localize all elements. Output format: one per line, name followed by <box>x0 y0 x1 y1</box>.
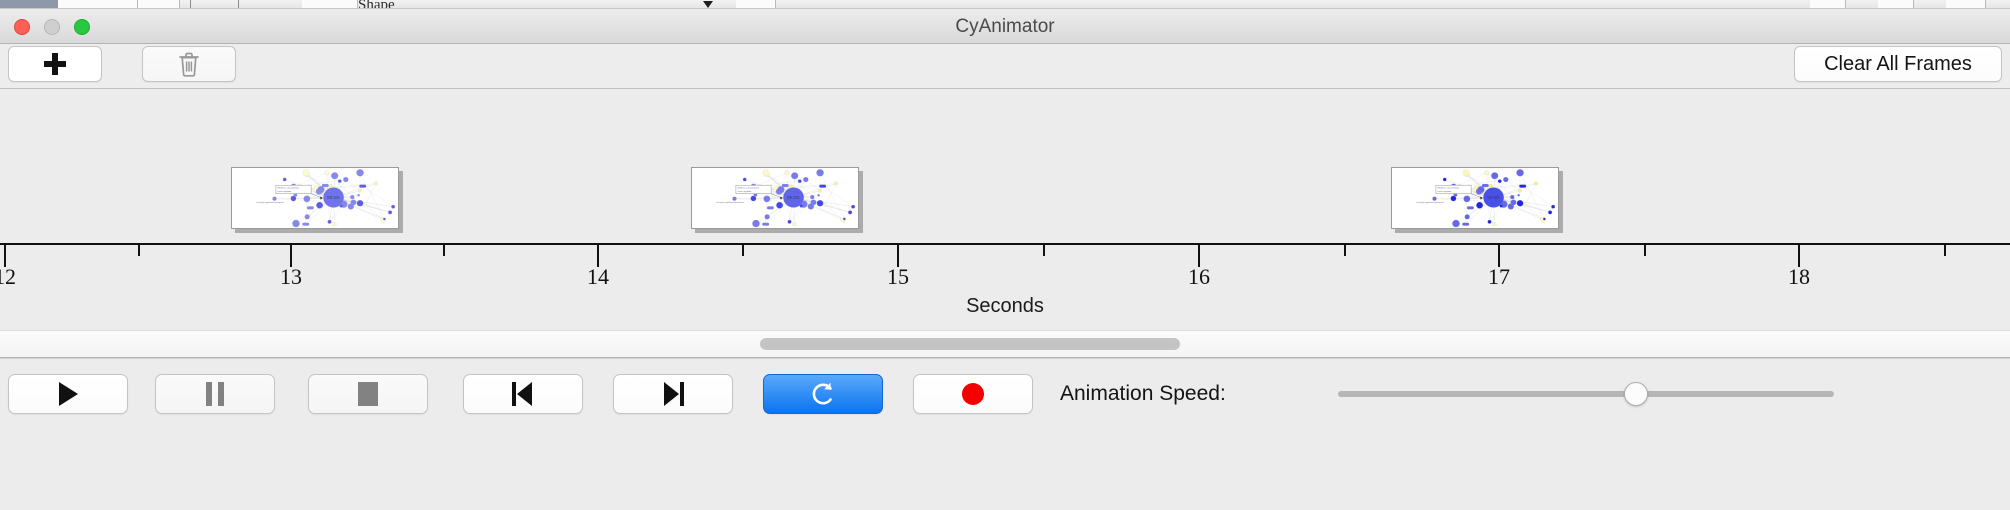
maximize-button[interactable] <box>74 19 90 35</box>
ruler-tick-major <box>597 245 599 267</box>
record-icon <box>962 383 984 405</box>
pause-button[interactable] <box>155 374 275 414</box>
ruler-tick-major <box>1798 245 1800 267</box>
svg-text:MCM1 is a transcription: MCM1 is a transcription <box>278 187 299 190</box>
ruler-tick-label: 17 <box>1488 264 1510 289</box>
svg-text:cell cycle regulated transcrip: cell cycle regulated transcription <box>256 201 283 204</box>
loop-button[interactable] <box>763 374 883 414</box>
stop-button[interactable] <box>308 374 428 414</box>
background-window-segment <box>1810 0 1846 8</box>
slider-track[interactable] <box>1338 391 1834 397</box>
background-window-caret-icon <box>703 1 713 8</box>
stop-icon <box>358 382 378 406</box>
background-window-segment <box>138 0 180 8</box>
background-window-segment <box>58 0 138 8</box>
animation-speed-slider[interactable] <box>1338 374 1834 414</box>
svg-text:MCM1: MCM1 <box>327 195 340 200</box>
record-button[interactable] <box>913 374 1033 414</box>
background-window-segment <box>1878 0 1914 8</box>
close-button[interactable] <box>14 19 30 35</box>
keyframe-thumbnail-3[interactable]: MCM1 MCM1 is a transcription factor regula… <box>1391 167 1559 229</box>
delete-frame-button[interactable] <box>142 46 236 82</box>
svg-text:MCM1 is a transcription: MCM1 is a transcription <box>738 187 759 190</box>
ruler-tick-major <box>1498 245 1500 267</box>
skip-to-start-button[interactable] <box>463 374 583 414</box>
background-window-label: Shape <box>358 0 395 9</box>
horizontal-scrollbar[interactable] <box>760 338 1180 350</box>
timeline-axis-label: Seconds <box>966 295 1044 317</box>
svg-text:cell cycle regulated transcrip: cell cycle regulated transcription <box>1416 201 1443 204</box>
background-window-dark-segment <box>0 0 58 8</box>
title-bar: CyAnimator <box>0 9 2010 44</box>
background-window-notch <box>238 0 239 8</box>
ruler-tick-label: 16 <box>1188 264 1210 289</box>
svg-text:factor regulator: factor regulator <box>1438 190 1452 193</box>
trash-icon <box>179 52 199 77</box>
timeline-ruler-line <box>0 243 2010 245</box>
ruler-tick-minor <box>742 245 744 256</box>
play-button[interactable] <box>8 374 128 414</box>
ruler-tick-major <box>4 245 6 267</box>
ruler-tick-label: 12 <box>0 264 16 289</box>
ruler-tick-major <box>290 245 292 267</box>
svg-text:MCM1: MCM1 <box>787 195 800 200</box>
animation-speed-label: Animation Speed: <box>1060 382 1226 405</box>
svg-text:factor regulator: factor regulator <box>738 190 752 193</box>
background-window-segment <box>302 0 358 8</box>
background-window-segment <box>736 0 776 8</box>
minimize-button[interactable] <box>44 19 60 35</box>
background-window-notch <box>190 0 191 8</box>
ruler-tick-minor <box>443 245 445 256</box>
skip-forward-icon <box>660 382 686 406</box>
page-title: CyAnimator <box>955 16 1055 37</box>
ruler-tick-minor <box>1944 245 1946 256</box>
pause-icon <box>206 382 224 406</box>
background-window-strip: Shape <box>0 0 2010 9</box>
svg-text:cell cycle regulated transcrip: cell cycle regulated transcription <box>716 201 743 204</box>
timeline-panel[interactable]: MCM1 MCM1 is a transcription factor regula… <box>0 89 2010 330</box>
playback-control-bar: Animation Speed: <box>0 358 2010 510</box>
ruler-tick-label: 18 <box>1788 264 1810 289</box>
skip-to-end-button[interactable] <box>613 374 733 414</box>
slider-thumb[interactable] <box>1623 382 1648 406</box>
ruler-tick-label: 15 <box>887 264 909 289</box>
keyframe-thumbnail-2[interactable]: MCM1 MCM1 is a transcription factor regula… <box>691 167 859 229</box>
ruler-tick-label: 14 <box>587 264 609 289</box>
plus-icon <box>44 53 66 75</box>
ruler-tick-major <box>897 245 899 267</box>
scrollbar-track[interactable] <box>0 330 2010 358</box>
toolbar: Clear All Frames <box>0 44 2010 89</box>
ruler-tick-label: 13 <box>280 264 302 289</box>
play-icon <box>58 382 78 406</box>
loop-icon <box>812 382 832 405</box>
keyframe-thumbnail-1[interactable]: MCM1 MCM1 is a transcription factor regula… <box>231 167 399 229</box>
ruler-tick-major <box>1198 245 1200 267</box>
background-window-segment <box>1946 0 1986 8</box>
clear-all-frames-button[interactable]: Clear All Frames <box>1794 46 2002 82</box>
skip-back-icon <box>510 382 536 406</box>
ruler-tick-minor <box>1644 245 1646 256</box>
svg-text:factor regulator: factor regulator <box>278 190 292 193</box>
ruler-tick-minor <box>138 245 140 256</box>
add-frame-button[interactable] <box>8 46 102 82</box>
svg-text:MCM1 is a transcription: MCM1 is a transcription <box>1438 187 1459 190</box>
ruler-tick-minor <box>1043 245 1045 256</box>
ruler-tick-minor <box>1344 245 1346 256</box>
svg-text:MCM1: MCM1 <box>1487 195 1500 200</box>
